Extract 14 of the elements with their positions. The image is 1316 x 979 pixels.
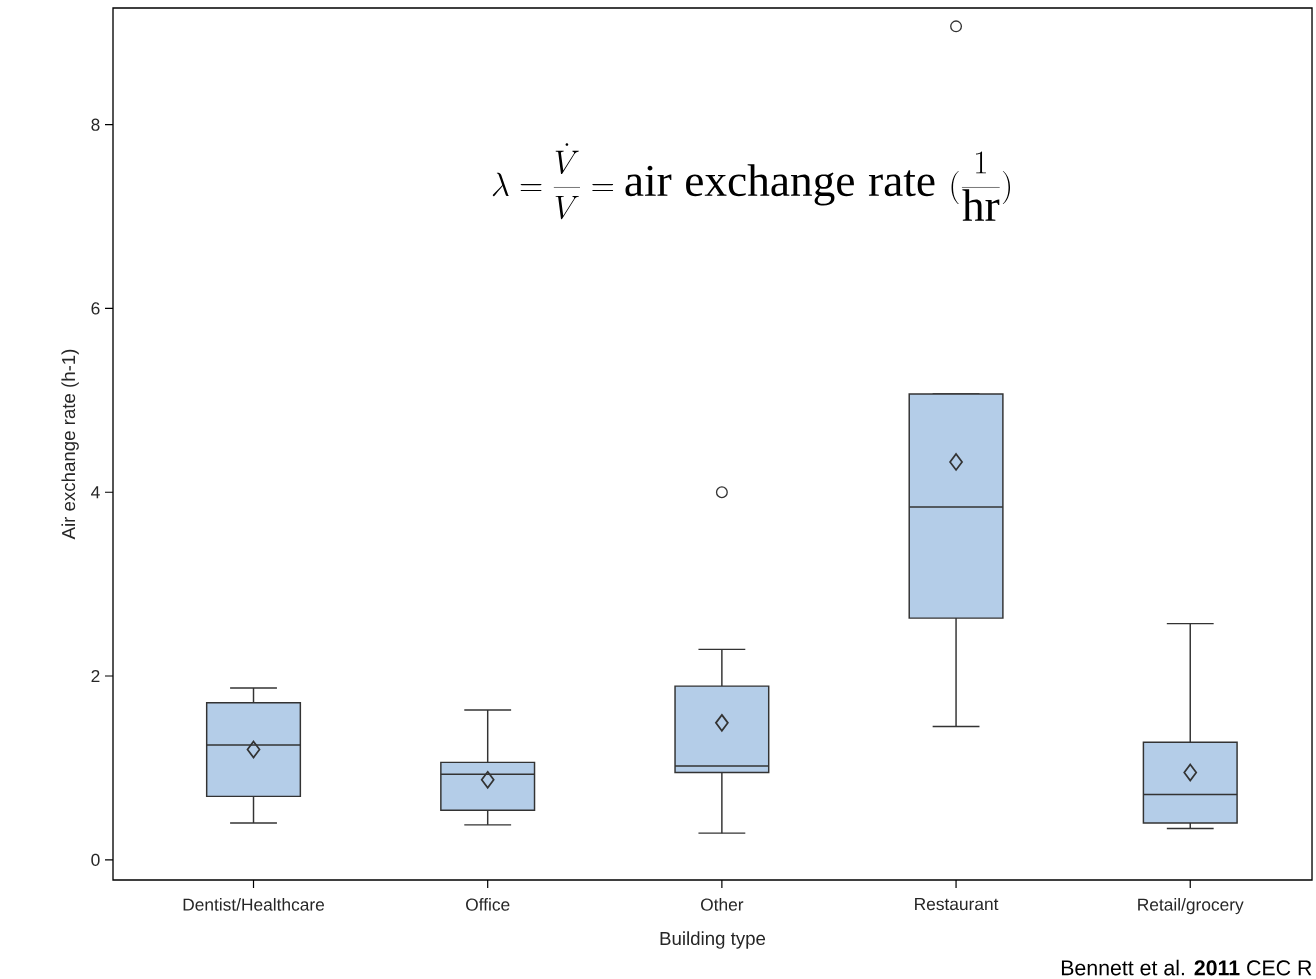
x-tick-label: Office (466, 898, 510, 911)
x-tick-label: Dentist/Healthcare (183, 898, 325, 911)
x-axis-title: Building type (660, 931, 766, 949)
y-tick-label: 4 (91, 486, 100, 499)
text: Bennett et al. 2011 CEC R (1061, 959, 1312, 976)
x-tick-label: Retail/grocery (1138, 898, 1244, 915)
y-tick-label: 8 (91, 118, 100, 131)
y-tick-label: 2 (91, 669, 100, 683)
x-tick-label: Restaurant (915, 898, 999, 911)
y-tick-label: 6 (91, 302, 100, 315)
y-tick-label: 0 (91, 853, 100, 866)
annotation: $\lambda = \frac{\dot{V}}{V} = \mathrm{air\ exchange\ rate}\ (\frac{1}{\mathrm{hr}})$ (492, 143, 1011, 221)
y-axis-title: Air exchange rate (h-1) (61, 349, 79, 540)
x-tick-label: Other (701, 898, 744, 911)
